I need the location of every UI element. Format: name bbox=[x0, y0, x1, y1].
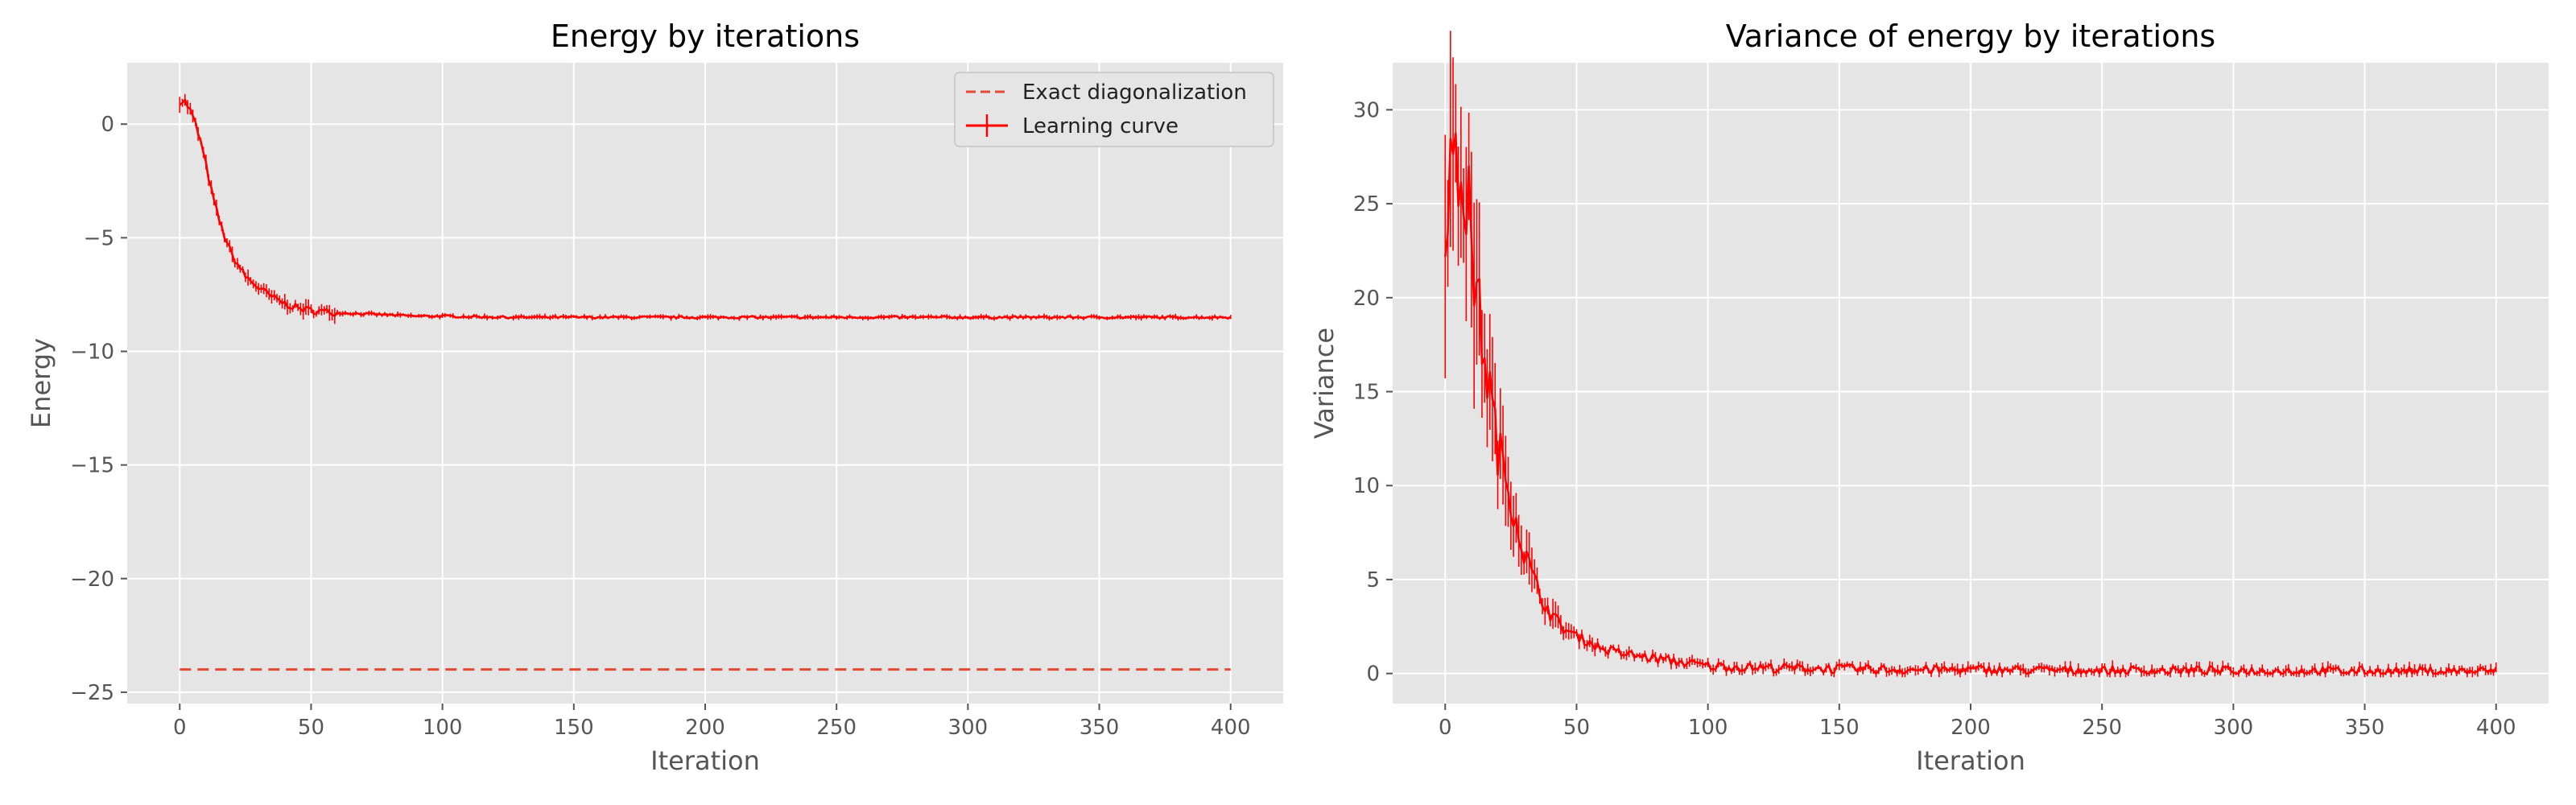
energy-y-ticks: 0 −5 −10 −15 −20 −25 bbox=[70, 113, 127, 705]
x-tick-label: 250 bbox=[2082, 716, 2122, 740]
y-tick-label: −15 bbox=[70, 454, 114, 478]
energy-chart: 0 50 100 150 200 250 300 350 400 0 −5 −10 −15 −20 −25… bbox=[26, 19, 1283, 776]
y-tick-label: 15 bbox=[1353, 381, 1380, 405]
variance-x-ticks: 0 50 100 150 200 250 300 350 400 bbox=[1439, 704, 2516, 740]
legend-box bbox=[954, 72, 1274, 147]
x-tick-label: 100 bbox=[1688, 716, 1728, 740]
series-line-learning-curve bbox=[179, 98, 1232, 320]
y-tick-label: −25 bbox=[70, 681, 114, 705]
x-tick-label: 0 bbox=[1439, 716, 1452, 740]
variance-y-axis-label: Variance bbox=[1309, 328, 1340, 439]
x-tick-label: 350 bbox=[2345, 716, 2385, 740]
energy-chart-title: Energy by iterations bbox=[551, 19, 860, 54]
variance-chart-title: Variance of energy by iterations bbox=[1726, 19, 2215, 54]
legend-exact-diagonalization-label: Exact diagonalization bbox=[1022, 80, 1247, 105]
y-tick-label: −20 bbox=[70, 568, 114, 592]
y-tick-label: 25 bbox=[1353, 192, 1380, 217]
y-tick-label: 20 bbox=[1353, 287, 1380, 311]
x-tick-label: 400 bbox=[2476, 716, 2516, 740]
x-tick-label: 100 bbox=[423, 716, 463, 740]
energy-series bbox=[179, 93, 1232, 671]
energy-legend: Exact diagonalization Learning curve bbox=[954, 72, 1274, 147]
x-tick-label: 200 bbox=[685, 716, 725, 740]
legend-learning-curve-label: Learning curve bbox=[1022, 114, 1179, 138]
y-tick-label: 0 bbox=[101, 113, 114, 137]
energy-x-axis-label: Iteration bbox=[650, 745, 760, 776]
variance-chart: 0 50 100 150 200 250 300 350 400 0 5 10 15 20 25 30 Va… bbox=[1309, 19, 2549, 776]
x-tick-label: 50 bbox=[1563, 716, 1590, 740]
y-tick-label: 10 bbox=[1353, 474, 1380, 498]
x-tick-label: 350 bbox=[1080, 716, 1120, 740]
variance-series bbox=[1444, 31, 2497, 678]
variance-grid bbox=[1393, 63, 2549, 704]
x-tick-label: 200 bbox=[1951, 716, 1991, 740]
variance-y-ticks: 0 5 10 15 20 25 30 bbox=[1353, 98, 1393, 687]
x-tick-label: 250 bbox=[816, 716, 857, 740]
y-tick-label: −10 bbox=[70, 340, 114, 364]
variance-x-axis-label: Iteration bbox=[1916, 745, 2025, 776]
y-tick-label: −5 bbox=[84, 226, 114, 250]
series-line-variance bbox=[1444, 132, 2497, 675]
x-tick-label: 150 bbox=[1819, 716, 1860, 740]
y-tick-label: 30 bbox=[1353, 98, 1380, 122]
x-tick-label: 300 bbox=[948, 716, 989, 740]
energy-x-ticks: 0 50 100 150 200 250 300 350 400 bbox=[173, 704, 1251, 740]
y-tick-label: 5 bbox=[1366, 568, 1380, 592]
y-tick-label: 0 bbox=[1366, 663, 1380, 687]
x-tick-label: 0 bbox=[173, 716, 187, 740]
x-tick-label: 300 bbox=[2214, 716, 2254, 740]
x-tick-label: 50 bbox=[298, 716, 324, 740]
x-tick-label: 150 bbox=[554, 716, 594, 740]
x-tick-label: 400 bbox=[1211, 716, 1251, 740]
energy-y-axis-label: Energy bbox=[26, 338, 56, 428]
